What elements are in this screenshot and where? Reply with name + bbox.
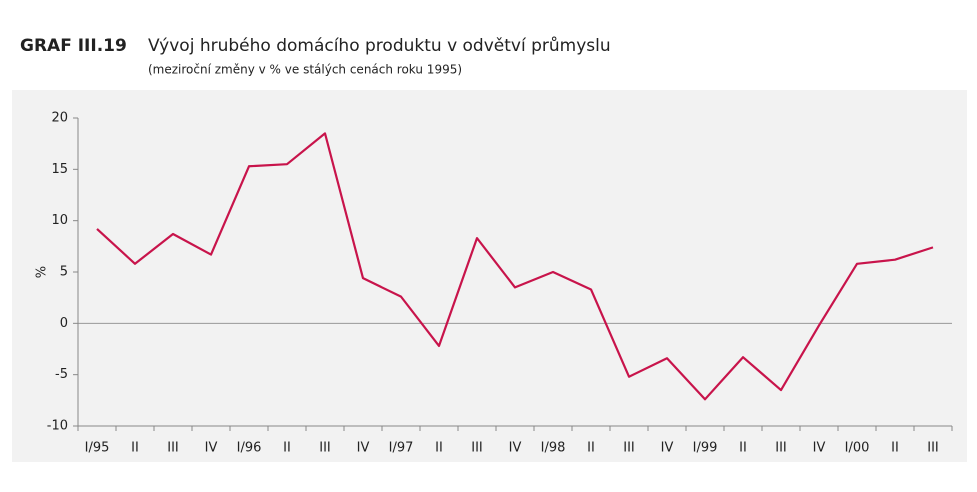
- x-tick-label: III: [623, 441, 635, 456]
- x-tick-label: III: [471, 441, 483, 456]
- y-tick-label: 20: [51, 111, 68, 126]
- y-tick-label: -10: [47, 419, 68, 434]
- x-tick-label: I/95: [85, 441, 110, 456]
- chart-title: Vývoj hrubého domácího produktu v odvětv…: [148, 36, 611, 56]
- x-tick-label: I/98: [541, 441, 566, 456]
- x-tick-label: I/96: [237, 441, 262, 456]
- y-tick-label: 5: [60, 265, 68, 280]
- x-tick-label: IV: [357, 441, 370, 456]
- x-tick-label: IV: [509, 441, 522, 456]
- y-tick-label: 15: [51, 162, 68, 177]
- x-tick-label: II: [587, 441, 595, 456]
- x-tick-label: II: [435, 441, 443, 456]
- x-tick-label: I/97: [389, 441, 414, 456]
- x-tick-label: II: [739, 441, 747, 456]
- x-tick-label: I/00: [845, 441, 870, 456]
- data-line: [96, 132, 934, 401]
- y-axis-label: %: [35, 266, 50, 278]
- x-tick-label: IV: [205, 441, 218, 456]
- x-tick-label: III: [775, 441, 787, 456]
- y-tick-label: 0: [60, 316, 68, 331]
- x-tick-label: III: [167, 441, 179, 456]
- chart-label: GRAF III.19: [20, 36, 127, 56]
- x-tick-label: IV: [661, 441, 674, 456]
- x-tick-label: III: [319, 441, 331, 456]
- chart-background: [12, 90, 967, 462]
- x-tick-label: II: [283, 441, 291, 456]
- x-tick-label: IV: [813, 441, 826, 456]
- y-tick-label: -5: [55, 367, 68, 382]
- x-tick-label: II: [891, 441, 899, 456]
- y-tick-label: 10: [51, 213, 68, 228]
- x-tick-label: II: [131, 441, 139, 456]
- chart-subtitle: (meziroční změny v % ve stálých cenách r…: [148, 63, 462, 77]
- x-tick-label: I/99: [693, 441, 718, 456]
- x-tick-label: III: [927, 441, 939, 456]
